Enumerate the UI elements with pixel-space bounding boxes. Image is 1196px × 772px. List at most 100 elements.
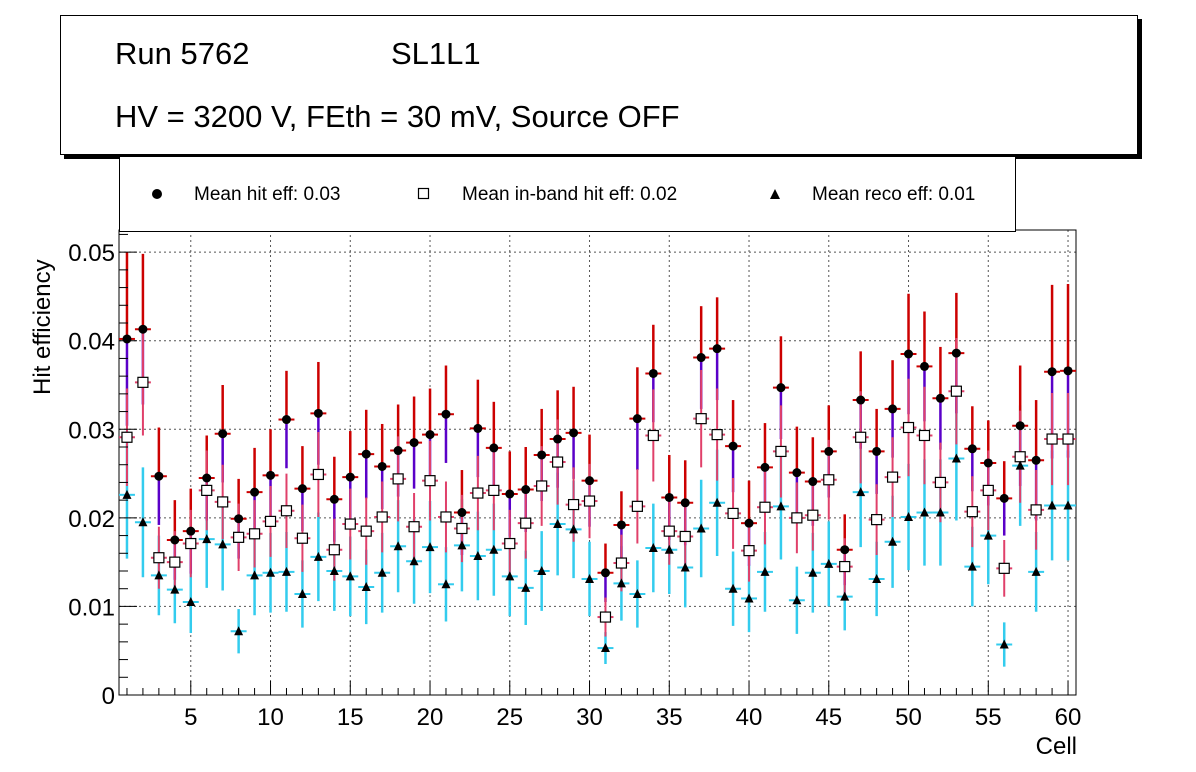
inband-point [504, 537, 516, 550]
legend-reco-label: Mean reco eff: 0.01 [812, 184, 976, 205]
reco-point [505, 571, 515, 581]
hit-point [553, 434, 563, 444]
inband-point [934, 476, 947, 489]
hit-point [935, 393, 945, 403]
reco-point [122, 489, 132, 499]
legend-hit-label: Mean hit eff: 0.03 [194, 184, 341, 205]
reco-point [473, 550, 483, 560]
inband-point [185, 537, 197, 550]
inband-point [839, 560, 851, 573]
hit-point [170, 535, 180, 545]
reco-point [202, 534, 212, 544]
y-tick-label: 0.01 [68, 594, 115, 621]
hit-point [122, 334, 132, 344]
inband-point [424, 475, 436, 487]
inband-point [217, 496, 229, 508]
hit-point [983, 458, 993, 468]
reco-point [138, 517, 148, 527]
reco-point [1047, 500, 1057, 510]
hit-point [840, 545, 850, 555]
reco-point [553, 519, 563, 529]
reco-point [967, 561, 977, 571]
inband-point [663, 525, 675, 537]
run-number: Run 5762 [115, 36, 250, 71]
reco-point [664, 544, 674, 554]
inband-point [886, 471, 899, 483]
reco-point [808, 567, 818, 577]
hit-point [776, 383, 786, 393]
inband-point [1014, 451, 1026, 463]
inband-point [982, 484, 994, 496]
y-tick-label: 0.05 [68, 240, 115, 267]
inband-point [392, 473, 404, 485]
hit-point [489, 443, 499, 453]
hit-point [281, 415, 291, 425]
reco-point [281, 566, 291, 576]
x-tick-label: 20 [417, 704, 444, 731]
inband-point [408, 521, 420, 533]
data-points [119, 252, 1076, 667]
hit-point [218, 429, 228, 439]
x-axis-title: Cell [1036, 733, 1077, 760]
inband-point [312, 468, 324, 481]
inband-point [456, 522, 468, 535]
inband-point [536, 480, 548, 492]
reco-point [218, 539, 228, 549]
inband-point [488, 484, 500, 496]
hit-point [521, 485, 531, 495]
reco-point [425, 542, 435, 552]
y-tick-label: 0.02 [68, 506, 115, 533]
y-tick-label: 0 [102, 683, 115, 710]
reco-point [999, 639, 1009, 649]
x-tick-label: 55 [975, 704, 1002, 731]
hit-point [441, 409, 451, 419]
reco-point [234, 626, 244, 636]
hit-point [234, 514, 244, 524]
inband-point [201, 484, 213, 496]
reco-point [361, 581, 371, 591]
reco-point [760, 566, 770, 576]
hit-point [313, 408, 323, 418]
y-tick-label: 0.04 [68, 329, 115, 356]
inband-point [360, 525, 372, 537]
reco-point [744, 593, 754, 603]
x-tick-label: 40 [736, 704, 763, 731]
x-tick-label: 35 [656, 704, 683, 731]
inband-point [743, 545, 755, 557]
reco-point [824, 558, 834, 568]
inband-point [296, 532, 309, 544]
inband-point [280, 505, 293, 517]
hit-point [808, 477, 818, 487]
legend-hit-marker [152, 189, 162, 199]
inband-point [823, 474, 835, 486]
y-axis-title: Hit efficiency [29, 259, 56, 395]
hit-point [904, 349, 914, 359]
reco-point [616, 578, 626, 588]
inband-point [759, 501, 771, 513]
hit-point [680, 498, 690, 508]
reco-point [951, 453, 961, 463]
inband-point [631, 500, 643, 512]
inband-point [775, 445, 787, 458]
reco-point [632, 589, 642, 599]
x-tick-label: 30 [576, 704, 603, 731]
reco-point [856, 487, 866, 497]
inband-point [583, 495, 596, 507]
x-tick-label: 25 [496, 704, 523, 731]
inband-point [807, 509, 819, 521]
hit-point [138, 324, 148, 334]
hit-point [329, 494, 339, 504]
reco-point [393, 541, 403, 551]
hit-point [792, 468, 802, 478]
reco-point [521, 582, 531, 592]
reco-point [489, 544, 499, 554]
reco-point [266, 567, 276, 577]
inband-point [902, 421, 915, 434]
inband-point [248, 528, 261, 540]
hit-point [760, 462, 770, 472]
hit-point [744, 518, 754, 528]
hit-point [250, 487, 260, 497]
reco-point [585, 573, 595, 583]
inband-point [520, 517, 532, 529]
hit-point [824, 446, 834, 456]
